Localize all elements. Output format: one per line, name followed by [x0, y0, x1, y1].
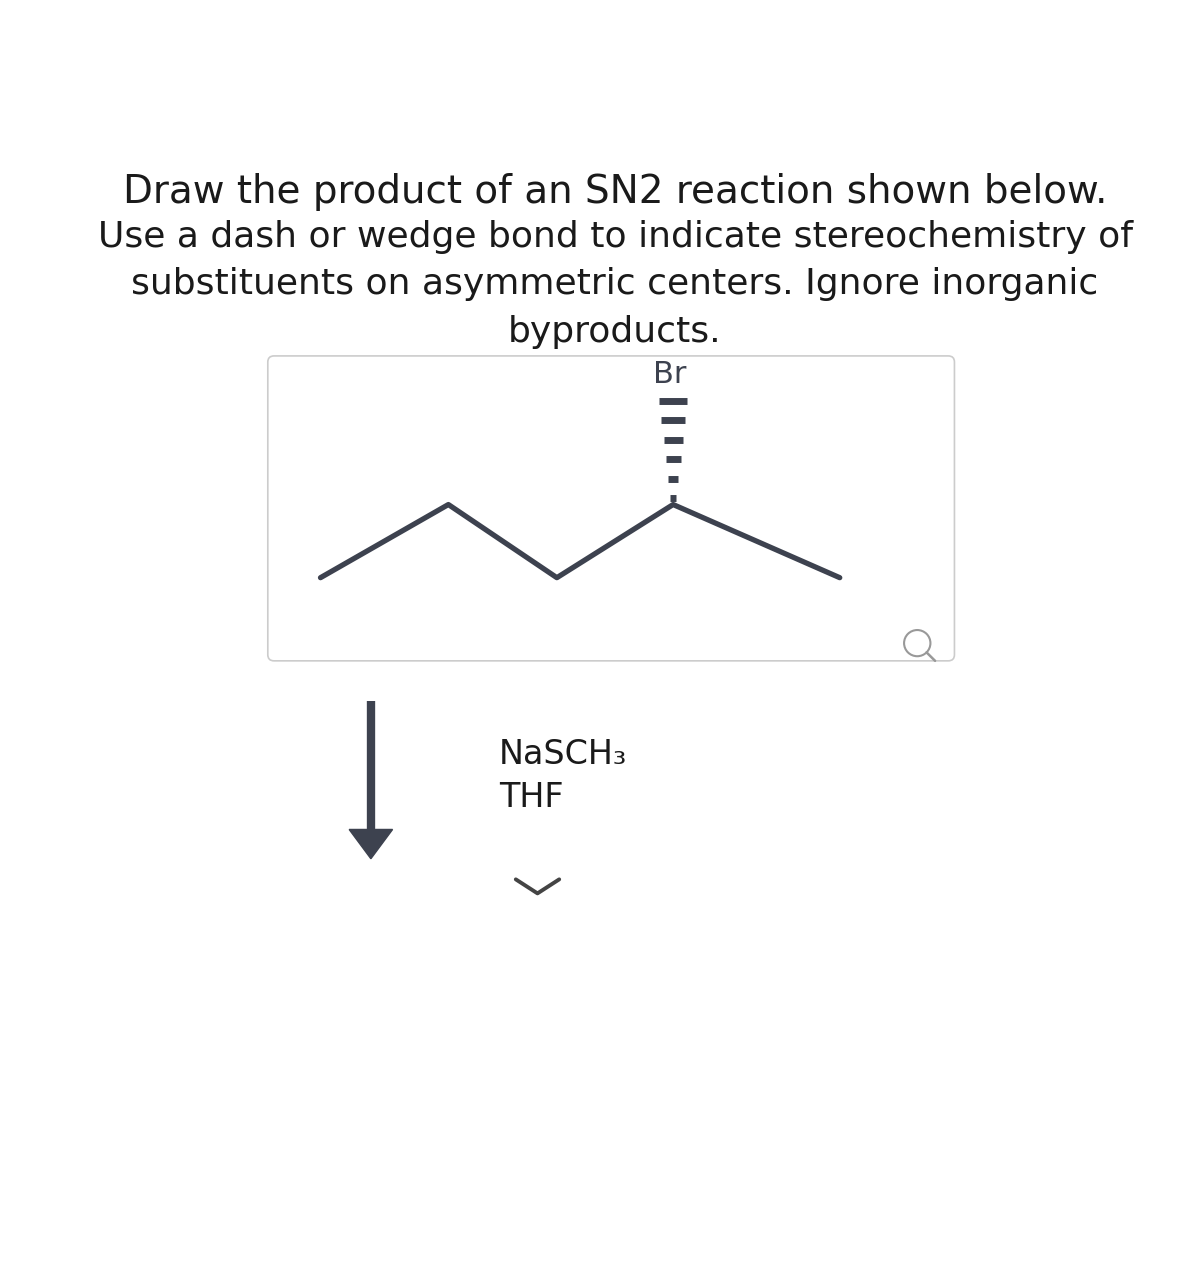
Text: NaSCH₃: NaSCH₃ [499, 738, 628, 771]
FancyBboxPatch shape [268, 356, 954, 661]
Text: THF: THF [499, 781, 563, 814]
Text: Draw the product of an SN2 reaction shown below.: Draw the product of an SN2 reaction show… [122, 173, 1108, 211]
Text: Br: Br [653, 360, 686, 389]
Text: Use a dash or wedge bond to indicate stereochemistry of
substituents on asymmetr: Use a dash or wedge bond to indicate ste… [97, 220, 1133, 349]
Polygon shape [349, 829, 392, 859]
